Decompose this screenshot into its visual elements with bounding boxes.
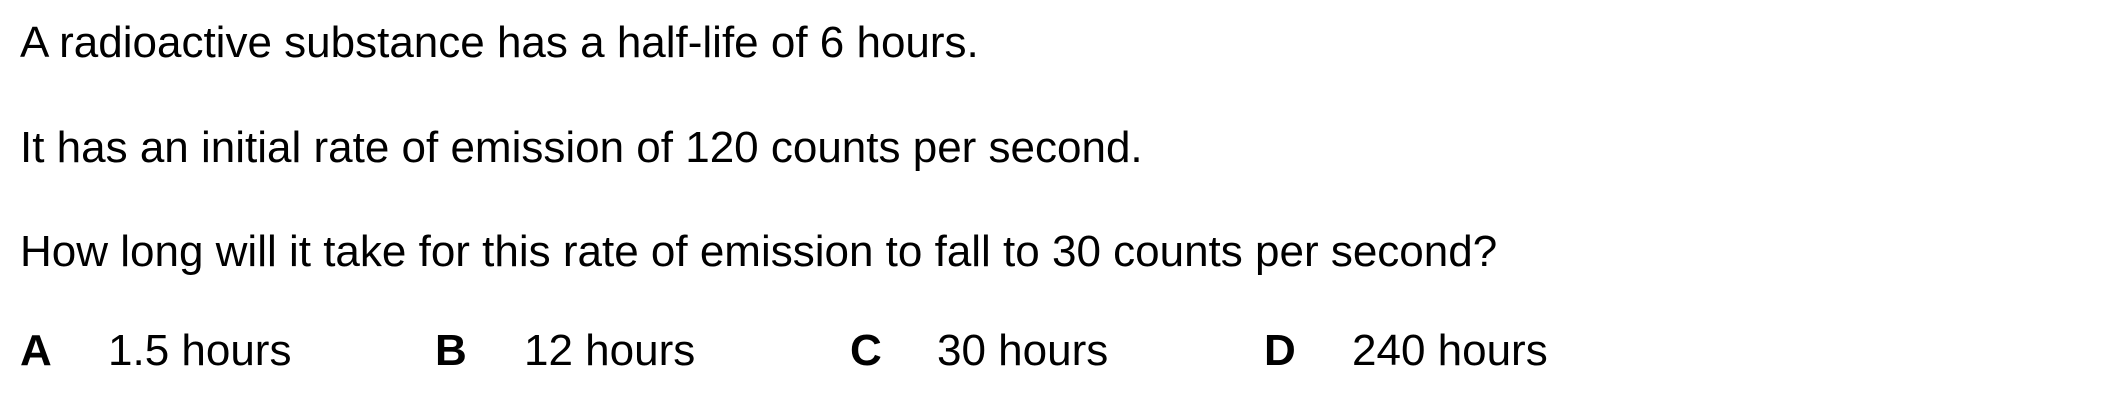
- option-b-letter[interactable]: B: [435, 326, 467, 375]
- option-a-letter[interactable]: A: [20, 326, 52, 375]
- option-d-text[interactable]: 240 hours: [1352, 326, 1548, 375]
- question-prompt: How long will it take for this rate of e…: [20, 227, 1498, 276]
- question-statement-half-life: A radioactive substance has a half-life …: [20, 18, 979, 67]
- option-a-text[interactable]: 1.5 hours: [108, 326, 292, 375]
- option-c-text[interactable]: 30 hours: [937, 326, 1109, 375]
- option-d-letter[interactable]: D: [1264, 326, 1296, 375]
- question-statement-initial-rate: It has an initial rate of emission of 12…: [20, 123, 1143, 172]
- option-c-letter[interactable]: C: [850, 326, 882, 375]
- option-b-text[interactable]: 12 hours: [524, 326, 696, 375]
